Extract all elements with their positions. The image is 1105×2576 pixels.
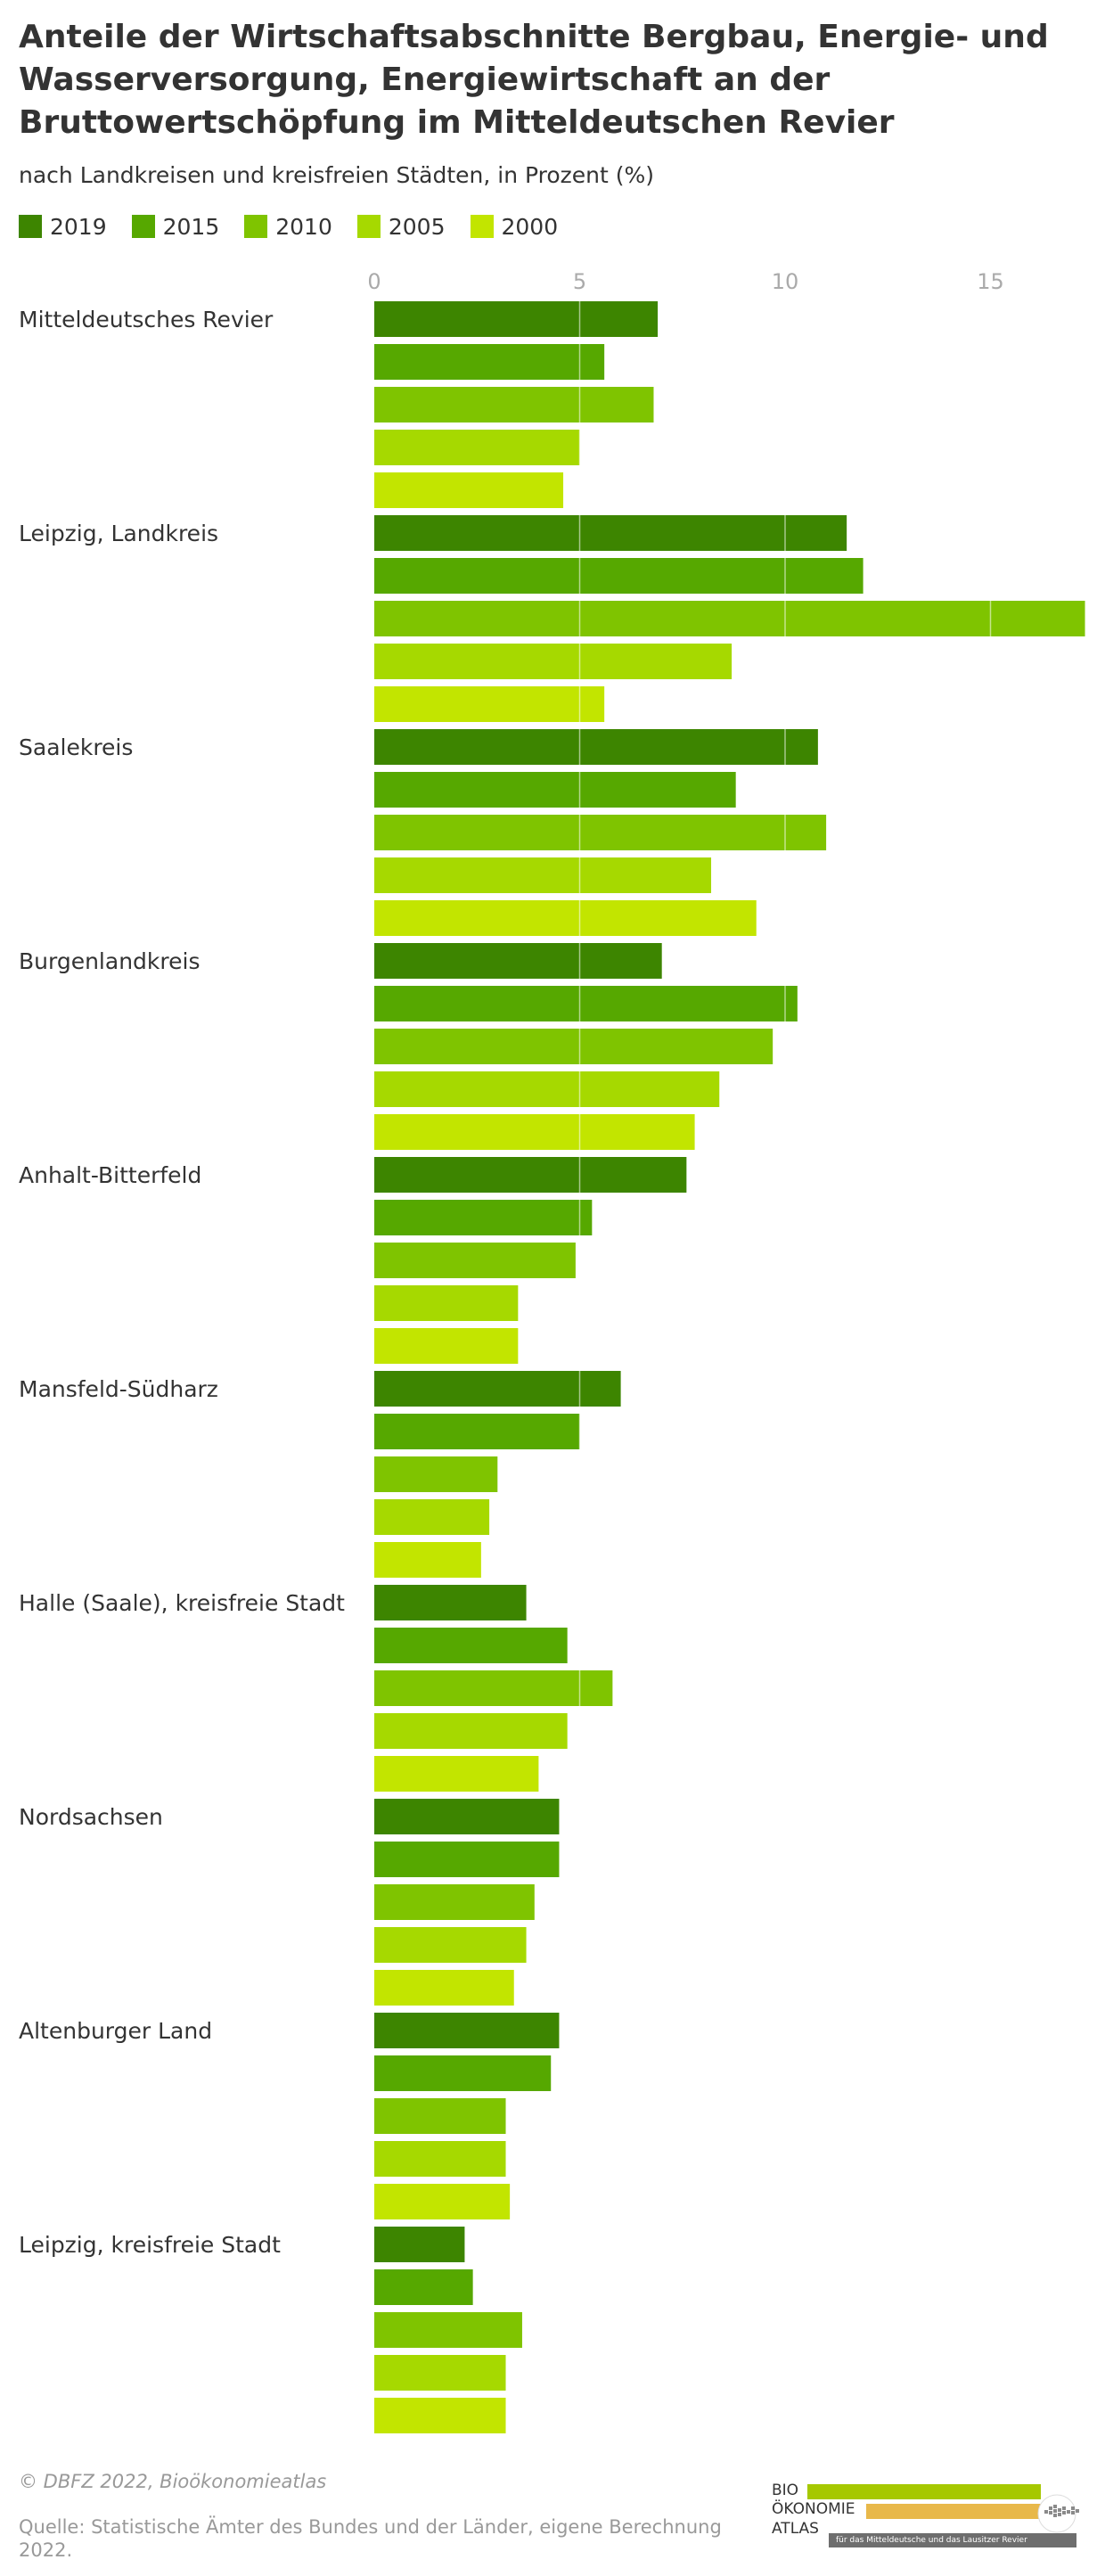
bar-2000[interactable] xyxy=(374,1756,539,1792)
bar-2010[interactable] xyxy=(374,815,827,850)
category-label: Burgenlandkreis xyxy=(19,948,200,974)
legend-swatch-2019 xyxy=(19,215,42,238)
bar-2005[interactable] xyxy=(374,1713,568,1749)
bar-2015[interactable] xyxy=(374,772,736,808)
bar-2019[interactable] xyxy=(374,1371,621,1407)
bar-2019[interactable] xyxy=(374,2227,465,2262)
bar-2005[interactable] xyxy=(374,1499,490,1535)
legend-item-2015[interactable]: 2015 xyxy=(131,213,220,240)
bar-2005[interactable] xyxy=(374,644,733,679)
legend-swatch-2010 xyxy=(244,215,268,238)
bar-2015[interactable] xyxy=(374,986,798,1021)
category-label: Anhalt-Bitterfeld xyxy=(19,1162,201,1188)
region-map-icon xyxy=(1037,2494,1079,2533)
logo-tagline: für das Mitteldeutsche und das Lausitzer… xyxy=(829,2533,1076,2547)
x-tick-label: 5 xyxy=(573,269,586,294)
bar-2000[interactable] xyxy=(374,1114,695,1150)
bar-2019[interactable] xyxy=(374,729,818,765)
legend: 2019 2015 2010 2005 2000 xyxy=(19,211,583,242)
bar-2019[interactable] xyxy=(374,1585,527,1620)
bar-2019[interactable] xyxy=(374,1799,560,1834)
bar-2000[interactable] xyxy=(374,686,605,722)
bar-2015[interactable] xyxy=(374,558,864,594)
bar-2010[interactable] xyxy=(374,1884,535,1920)
bar-2000[interactable] xyxy=(374,472,564,508)
bar-2005[interactable] xyxy=(374,430,580,465)
bar-2010[interactable] xyxy=(374,2312,522,2348)
bioeconomy-atlas-logo: BIO ÖKONOMIE ATLAS für das Mitteldeutsch… xyxy=(772,2482,1089,2547)
category-label: Leipzig, Landkreis xyxy=(19,521,218,546)
logo-word-atlas: ATLAS xyxy=(772,2520,819,2538)
bar-2010[interactable] xyxy=(374,601,1085,636)
legend-label: 2015 xyxy=(162,213,220,240)
logo-word-oekonomie: ÖKONOMIE xyxy=(772,2500,855,2518)
legend-item-2010[interactable]: 2010 xyxy=(244,214,332,240)
bar-2005[interactable] xyxy=(374,1285,519,1321)
legend-item-2000[interactable]: 2000 xyxy=(470,213,559,240)
bar-2015[interactable] xyxy=(374,2055,552,2091)
legend-item-2005[interactable]: 2005 xyxy=(356,213,446,240)
bar-2019[interactable] xyxy=(374,2013,560,2048)
bar-2005[interactable] xyxy=(374,857,712,893)
bar-2015[interactable] xyxy=(374,1414,580,1449)
bar-2015[interactable] xyxy=(374,344,605,380)
bar-2005[interactable] xyxy=(374,2355,506,2391)
bar-2010[interactable] xyxy=(374,2098,506,2134)
bar-2000[interactable] xyxy=(374,900,757,936)
x-tick-label: 10 xyxy=(772,269,799,294)
bar-2010[interactable] xyxy=(374,387,654,422)
bar-2000[interactable] xyxy=(374,2398,506,2433)
category-label: Mitteldeutsches Revier xyxy=(19,307,274,332)
category-label: Mansfeld-Südharz xyxy=(19,1376,218,1402)
category-label: Altenburger Land xyxy=(19,2018,212,2044)
bar-2005[interactable] xyxy=(374,2141,506,2177)
bar-2000[interactable] xyxy=(374,2184,511,2219)
bar-2015[interactable] xyxy=(374,2269,473,2305)
bar-2005[interactable] xyxy=(374,1927,527,1963)
logo-word-bio: BIO xyxy=(772,2482,799,2499)
bar-2019[interactable] xyxy=(374,1157,687,1193)
legend-label: 2019 xyxy=(50,213,107,240)
legend-swatch-2015 xyxy=(131,215,155,238)
legend-swatch-2000 xyxy=(470,215,494,238)
legend-item-2019[interactable]: 2019 xyxy=(19,214,107,240)
category-label: Nordsachsen xyxy=(19,1804,163,1830)
bar-2019[interactable] xyxy=(374,301,659,337)
logo-bar-yellow xyxy=(866,2504,1041,2519)
bar-2005[interactable] xyxy=(374,1071,720,1107)
bar-2000[interactable] xyxy=(374,1542,481,1578)
bar-2010[interactable] xyxy=(374,1456,498,1492)
bar-2010[interactable] xyxy=(374,1670,613,1706)
bar-2019[interactable] xyxy=(374,943,662,979)
chart-title: Anteile der Wirtschaftsabschnitte Bergba… xyxy=(19,19,1049,141)
bar-2000[interactable] xyxy=(374,1328,519,1364)
legend-label: 2000 xyxy=(501,213,559,240)
x-tick-label: 15 xyxy=(977,269,1004,294)
bar-2015[interactable] xyxy=(374,1628,568,1663)
bar-2010[interactable] xyxy=(374,1029,774,1064)
category-label: Saalekreis xyxy=(19,734,133,760)
legend-swatch-2005 xyxy=(356,215,381,238)
legend-label: 2010 xyxy=(275,213,332,240)
x-tick-label: 0 xyxy=(367,269,381,294)
bar-chart: 0 5 10 15 Mitteldeutsches Revier Leipzig, Lan… xyxy=(19,269,1085,2433)
source-note: Quelle: Statistische Ämter des Bundes un… xyxy=(19,2516,722,2561)
copyright-note: © DBFZ 2022, Bioökonomieatlas xyxy=(19,2471,327,2492)
bar-2015[interactable] xyxy=(374,1842,560,1877)
bar-2010[interactable] xyxy=(374,1243,576,1278)
bar-2000[interactable] xyxy=(374,1970,514,2006)
bar-2015[interactable] xyxy=(374,1200,593,1235)
category-label: Leipzig, kreisfreie Stadt xyxy=(19,2232,281,2258)
logo-bar-green xyxy=(807,2484,1041,2499)
bar-2019[interactable] xyxy=(374,515,847,551)
legend-label: 2005 xyxy=(388,213,446,240)
category-label: Halle (Saale), kreisfreie Stadt xyxy=(19,1590,345,1616)
chart-subtitle: nach Landkreisen und kreisfreien Städten… xyxy=(19,162,655,188)
